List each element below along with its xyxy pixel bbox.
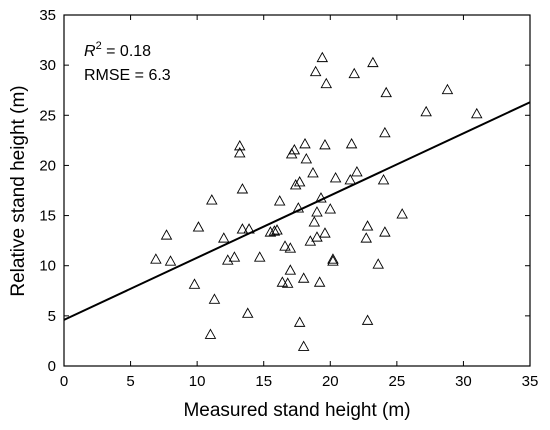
data-point-triangle: [367, 56, 379, 68]
data-point-triangle: [281, 277, 294, 288]
data-point-triangle: [344, 174, 357, 185]
data-point-triangle: [293, 176, 306, 187]
x-tick-label: 30: [455, 373, 472, 390]
tick-labels: 0 5 10 15 20 25 30 35 0 5 10 15 20 25 30 35: [39, 7, 538, 390]
rmse-annotation: RMSE = 6.3: [84, 67, 171, 84]
r2-value: = 0.18: [102, 43, 151, 60]
y-tick-label: 15: [39, 208, 56, 225]
data-point-triangle: [206, 194, 218, 205]
y-tick-label: 25: [39, 107, 56, 124]
data-point-triangle: [271, 224, 283, 235]
y-tick-label: 0: [48, 358, 56, 375]
data-point-triangle: [372, 258, 384, 269]
data-point-triangle: [307, 167, 319, 178]
data-point-triangle: [264, 226, 277, 237]
data-point-triangle: [327, 255, 339, 266]
data-point-triangle: [311, 206, 323, 217]
data-point-triangle: [316, 51, 329, 63]
data-point-triangle: [361, 220, 374, 231]
data-point-triangle: [377, 174, 390, 185]
data-point-triangle: [360, 232, 372, 243]
data-point-triangle: [345, 137, 358, 149]
data-point-triangle: [304, 235, 317, 246]
plot-area: [63, 14, 531, 367]
x-tick-label: 10: [189, 373, 206, 390]
data-point-triangle: [273, 195, 286, 206]
data-point-triangle: [208, 293, 221, 304]
y-axis-title: Relative stand height (m): [8, 85, 29, 296]
data-point-triangle: [324, 203, 337, 214]
data-point-triangle: [351, 166, 363, 177]
y-tick-label: 5: [48, 308, 56, 325]
data-point-triangle: [313, 276, 326, 287]
y-tick-label: 30: [39, 57, 56, 74]
data-point-triangle: [380, 86, 392, 98]
data-point-triangle: [279, 240, 291, 251]
data-point-triangle: [289, 179, 302, 190]
x-tick-label: 25: [389, 373, 406, 390]
data-point-triangle: [293, 316, 306, 327]
y-tick-label: 35: [39, 7, 56, 24]
data-point-triangle: [297, 340, 310, 351]
data-point-triangle: [420, 105, 432, 117]
data-point-triangle: [292, 202, 305, 213]
data-point-triangle: [276, 276, 289, 287]
data-point-triangle: [236, 183, 249, 194]
data-point-triangle: [327, 253, 339, 264]
data-point-triangle: [284, 242, 297, 253]
x-tick-label: 15: [255, 373, 272, 390]
data-point-triangle: [470, 107, 483, 119]
r2-symbol: R: [84, 43, 96, 60]
y-tick-label: 20: [39, 157, 56, 174]
r2-superscript: 2: [96, 40, 102, 52]
data-point-triangle: [233, 139, 246, 151]
axis-ticks: [63, 14, 531, 367]
data-point-triangle: [319, 227, 331, 238]
y-tick-label: 10: [39, 258, 56, 275]
x-tick-label: 20: [322, 373, 339, 390]
data-point-triangle: [297, 272, 310, 283]
data-point-triangle: [228, 251, 241, 262]
data-point-triangle: [441, 83, 454, 95]
x-tick-label: 5: [126, 373, 134, 390]
data-point-triangle: [284, 264, 297, 275]
data-point-triangle: [192, 221, 205, 232]
x-tick-label: 35: [522, 373, 539, 390]
data-point-triangle: [320, 77, 333, 89]
data-point-triangle: [160, 229, 173, 240]
x-tick-label: 0: [60, 373, 68, 390]
data-point-triangle: [319, 138, 331, 150]
data-point-triangle: [299, 137, 311, 149]
data-point-triangle: [288, 143, 301, 155]
data-point-triangle: [236, 223, 249, 234]
data-point-triangle: [268, 225, 281, 236]
data-point-triangle: [379, 226, 391, 237]
regression-line: [63, 101, 531, 321]
r2-annotation: R2 = 0.18: [84, 40, 151, 60]
data-point-triangle: [300, 152, 313, 164]
data-point-triangle: [150, 253, 162, 264]
data-points: [150, 51, 483, 351]
data-point-triangle: [233, 146, 246, 158]
data-point-triangle: [218, 232, 230, 243]
data-point-triangle: [379, 126, 391, 138]
data-point-triangle: [315, 192, 327, 203]
x-axis-title: Measured stand height (m): [183, 400, 410, 421]
data-point-triangle: [329, 172, 342, 183]
data-point-triangle: [253, 251, 266, 262]
data-point-triangle: [164, 255, 177, 266]
data-point-triangle: [396, 208, 408, 219]
data-point-triangle: [348, 67, 361, 79]
data-point-triangle: [311, 231, 323, 242]
data-point-triangle: [361, 314, 374, 325]
data-point-triangle: [188, 278, 201, 289]
data-point-triangle: [241, 307, 254, 318]
data-point-triangle: [309, 65, 322, 77]
data-point-triangle: [308, 216, 321, 227]
data-point-triangle: [204, 328, 217, 339]
